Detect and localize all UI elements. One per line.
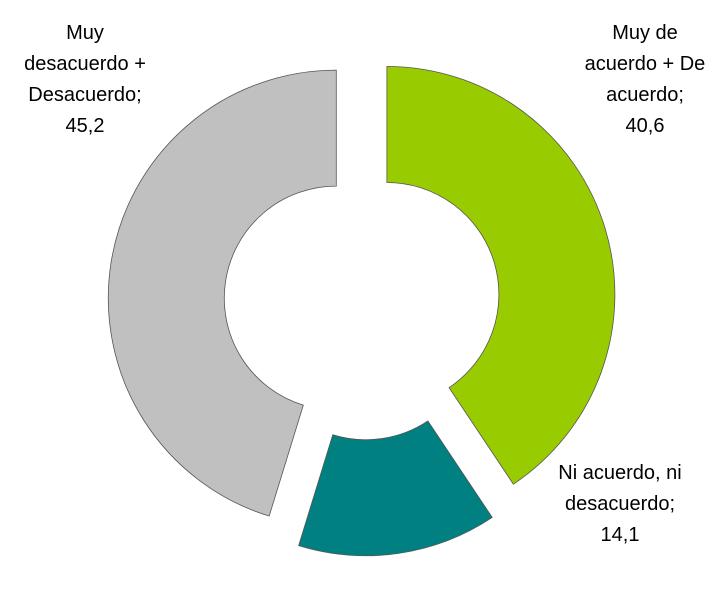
donut-segment [298, 420, 493, 557]
donut-segment [107, 69, 337, 517]
data-label: Muy de acuerdo + De acuerdo; 40,6 [560, 18, 719, 142]
data-label: Ni acuerdo, ni desacuerdo; 14,1 [535, 458, 705, 551]
value-label: 40,6 [625, 115, 665, 137]
category-label: Ni acuerdo, ni desacuerdo; [558, 462, 682, 515]
category-label: Muy desacuerdo + Desacuerdo; [24, 22, 146, 106]
category-label: Muy de acuerdo + De acuerdo; [584, 22, 706, 106]
value-label: 45,2 [65, 115, 105, 137]
data-label: Muy desacuerdo + Desacuerdo; 45,2 [0, 18, 170, 142]
donut-segment [386, 66, 616, 485]
value-label: 14,1 [600, 524, 640, 546]
